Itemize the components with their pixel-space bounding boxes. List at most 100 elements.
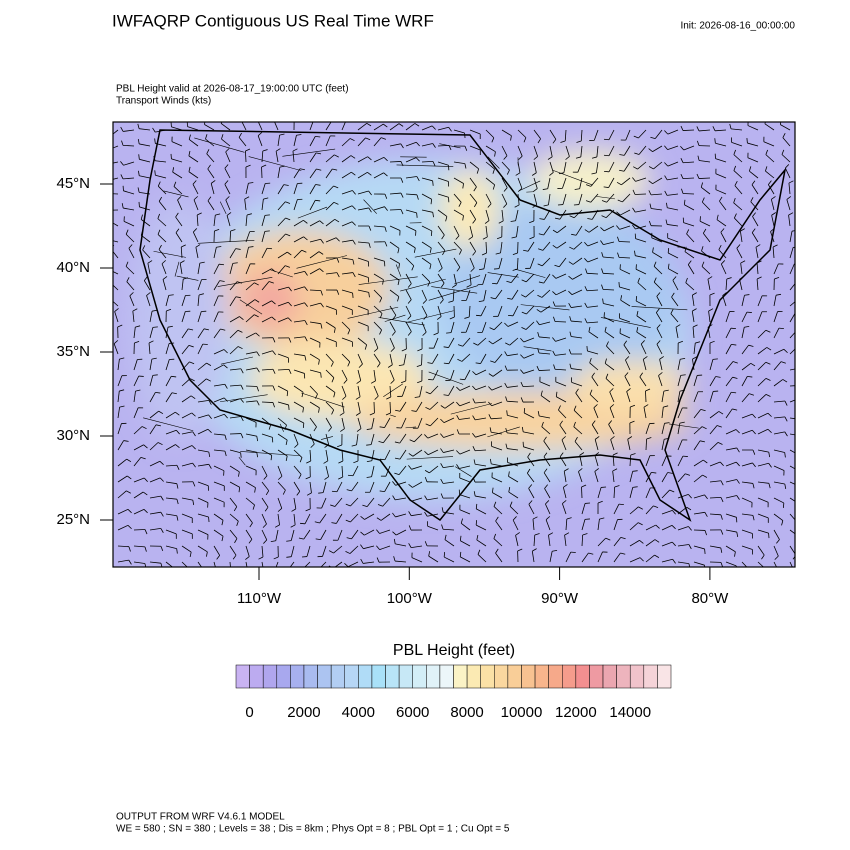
wind-barb bbox=[619, 268, 631, 275]
wind-barb-flag bbox=[376, 529, 380, 534]
wind-barb bbox=[245, 481, 256, 488]
wind-barb-flag bbox=[675, 324, 681, 328]
wind-barb bbox=[587, 305, 599, 308]
wind-barb bbox=[220, 123, 231, 131]
wind-barb-flag bbox=[274, 524, 280, 528]
wind-barb-flag bbox=[538, 248, 544, 251]
wind-barb bbox=[485, 145, 496, 153]
wind-barb bbox=[244, 199, 247, 211]
wind-barb bbox=[133, 457, 142, 467]
wind-barb-flag bbox=[430, 199, 433, 205]
wind-barb bbox=[757, 561, 764, 567]
wind-barb-flag bbox=[254, 299, 260, 303]
wind-barb-flag bbox=[292, 148, 298, 152]
wind-barb bbox=[373, 337, 379, 349]
wind-barb-flag bbox=[798, 299, 802, 301]
wind-barb bbox=[491, 431, 503, 435]
wind-barb-flag bbox=[748, 344, 754, 347]
colorbar-box bbox=[548, 664, 563, 689]
wind-barb-flag bbox=[177, 196, 182, 201]
map-frame bbox=[112, 121, 796, 568]
wind-barb-flag bbox=[600, 227, 605, 232]
wind-barb-flag bbox=[443, 346, 449, 348]
wind-barb-flag bbox=[783, 349, 788, 354]
wind-barb bbox=[765, 154, 775, 163]
wind-barb-flag bbox=[601, 200, 607, 203]
wind-barb bbox=[197, 428, 209, 435]
wind-barb-flag bbox=[268, 424, 272, 430]
wind-barb-flag bbox=[591, 172, 597, 175]
wind-barb-flag bbox=[272, 385, 276, 391]
wind-barb-flag bbox=[400, 192, 404, 198]
wind-barb-flag bbox=[785, 164, 790, 169]
wind-barb bbox=[277, 167, 281, 179]
wind-barb-flag bbox=[670, 309, 674, 314]
wind-barb bbox=[693, 440, 701, 451]
wind-barb bbox=[635, 209, 647, 213]
wind-barb bbox=[229, 296, 237, 307]
wind-barb bbox=[565, 519, 568, 531]
wind-barb bbox=[207, 168, 215, 179]
wind-barb bbox=[351, 481, 359, 492]
wind-barb-flag bbox=[527, 452, 531, 458]
state-line bbox=[279, 423, 284, 432]
wind-barb bbox=[399, 433, 407, 444]
wind-barb-flag bbox=[542, 188, 548, 190]
wind-barb bbox=[229, 497, 238, 507]
wind-barb bbox=[181, 445, 193, 451]
wind-barb bbox=[261, 231, 266, 243]
wind-barb-flag bbox=[176, 499, 179, 505]
wind-barb-flag bbox=[744, 326, 750, 328]
wind-barb bbox=[261, 513, 267, 525]
wind-barb bbox=[770, 231, 775, 243]
wind-barb bbox=[133, 545, 145, 548]
wind-barb-flag bbox=[721, 260, 726, 265]
wind-barb-flag bbox=[408, 525, 412, 531]
wind-barb-flag bbox=[569, 215, 575, 219]
wind-barb bbox=[545, 519, 551, 531]
wind-barb-flag bbox=[456, 414, 460, 420]
wind-barb bbox=[493, 506, 503, 515]
wind-barb bbox=[309, 401, 320, 409]
wind-barb-flag bbox=[672, 559, 676, 564]
wind-barb bbox=[123, 190, 135, 195]
wind-barb bbox=[627, 439, 631, 451]
wind-barb bbox=[293, 353, 305, 357]
wind-barb bbox=[591, 424, 599, 435]
wind-barb-flag bbox=[552, 229, 558, 234]
wind-barb-flag bbox=[408, 453, 414, 457]
state-line bbox=[383, 383, 403, 397]
wind-barb bbox=[325, 237, 337, 243]
wind-barb bbox=[524, 412, 535, 419]
wind-barb-flag bbox=[175, 228, 180, 234]
wind-barb bbox=[485, 225, 488, 237]
wind-barb bbox=[750, 201, 759, 211]
wind-barb-flag bbox=[236, 281, 242, 284]
wind-barb-flag bbox=[441, 524, 444, 530]
colorbar-box bbox=[330, 664, 345, 689]
wind-barb-flag bbox=[752, 449, 756, 455]
wind-barb bbox=[165, 529, 177, 535]
wind-barb-flag bbox=[591, 372, 595, 378]
wind-barb-flag bbox=[358, 363, 363, 368]
wind-barb bbox=[773, 295, 777, 307]
wind-barb bbox=[629, 454, 632, 467]
wind-barb bbox=[290, 529, 295, 541]
wind-barb bbox=[292, 151, 295, 163]
wind-barb-flag bbox=[666, 202, 668, 208]
wind-barb bbox=[539, 381, 551, 387]
wind-barb bbox=[671, 296, 679, 307]
wind-barb bbox=[709, 359, 714, 371]
wind-barb-flag bbox=[279, 165, 285, 168]
wind-barb-flag bbox=[552, 291, 557, 296]
wind-barb bbox=[117, 524, 129, 531]
wind-barb bbox=[113, 177, 119, 180]
wind-barb-flag bbox=[594, 452, 600, 456]
wind-barb-flag bbox=[545, 500, 550, 505]
wind-barb bbox=[293, 385, 304, 393]
wind-barb bbox=[325, 353, 334, 363]
wind-barb-flag bbox=[732, 376, 738, 379]
wind-barb-flag bbox=[440, 282, 445, 288]
wind-barb-flag bbox=[207, 164, 211, 170]
wind-barb bbox=[526, 305, 535, 315]
